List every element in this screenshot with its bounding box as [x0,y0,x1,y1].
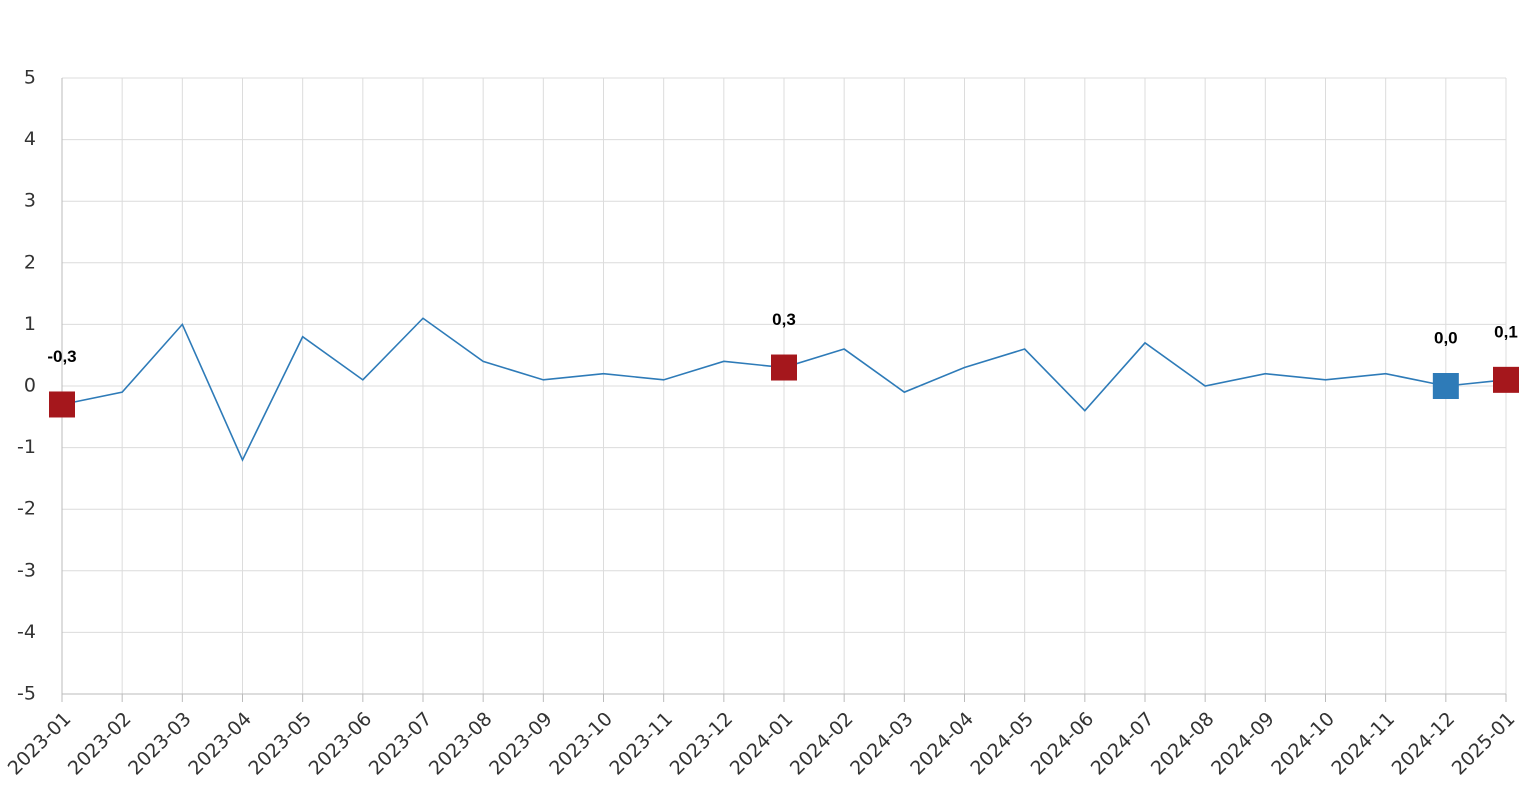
marker [771,354,797,381]
x-tick-label: 2024-03 [846,708,918,780]
y-tick-label: 4 [24,128,36,150]
value-label: 0,1 [1494,322,1518,341]
x-tick-label: 2024-01 [726,708,798,780]
x-tick-label: 2024-04 [906,708,978,780]
y-tick-label: 1 [24,313,36,335]
y-tick-label: 0 [24,375,36,397]
x-tick-label: 2023-08 [425,708,497,780]
x-tick-label: 2024-02 [786,708,858,780]
y-tick-label: 2 [24,251,36,273]
value-label: 0,3 [772,310,796,329]
marker [1493,366,1519,393]
x-tick-label: 2023-10 [545,708,617,780]
x-tick-label: 2023-06 [305,708,377,780]
marker [49,391,75,418]
marker [1432,373,1459,399]
x-tick-label: 2024-11 [1327,708,1399,780]
value-label: -0,3 [47,347,76,366]
y-tick-label: -3 [17,559,36,581]
x-tick-label: 2023-12 [666,708,738,780]
value-label: 0,0 [1434,328,1458,347]
x-tick-label: 2024-06 [1027,708,1099,780]
y-tick-label: -2 [17,498,36,520]
x-tick-label: 2024-09 [1207,708,1279,780]
x-tick-label: 2023-05 [244,708,316,780]
y-tick-label: 5 [24,67,36,89]
x-tick-label: 2024-08 [1147,708,1219,780]
x-tick-label: 2023-11 [605,708,677,780]
x-tick-label: 2025-01 [1448,708,1520,780]
x-tick-label: 2024-12 [1388,708,1460,780]
y-tick-label: -4 [17,621,36,643]
y-tick-label: -1 [17,436,36,458]
x-tick-label: 2023-04 [184,708,256,780]
x-tick-label: 2023-02 [64,708,136,780]
x-tick-label: 2024-05 [966,708,1038,780]
x-tick-label: 2023-09 [485,708,557,780]
y-tick-label: 3 [24,190,36,212]
x-tick-label: 2023-03 [124,708,196,780]
x-tick-label: 2023-01 [4,708,76,780]
y-tick-label: -5 [17,683,36,705]
x-tick-label: 2024-07 [1087,708,1159,780]
x-tick-label: 2023-07 [365,708,437,780]
x-tick-label: 2024-10 [1267,708,1339,780]
